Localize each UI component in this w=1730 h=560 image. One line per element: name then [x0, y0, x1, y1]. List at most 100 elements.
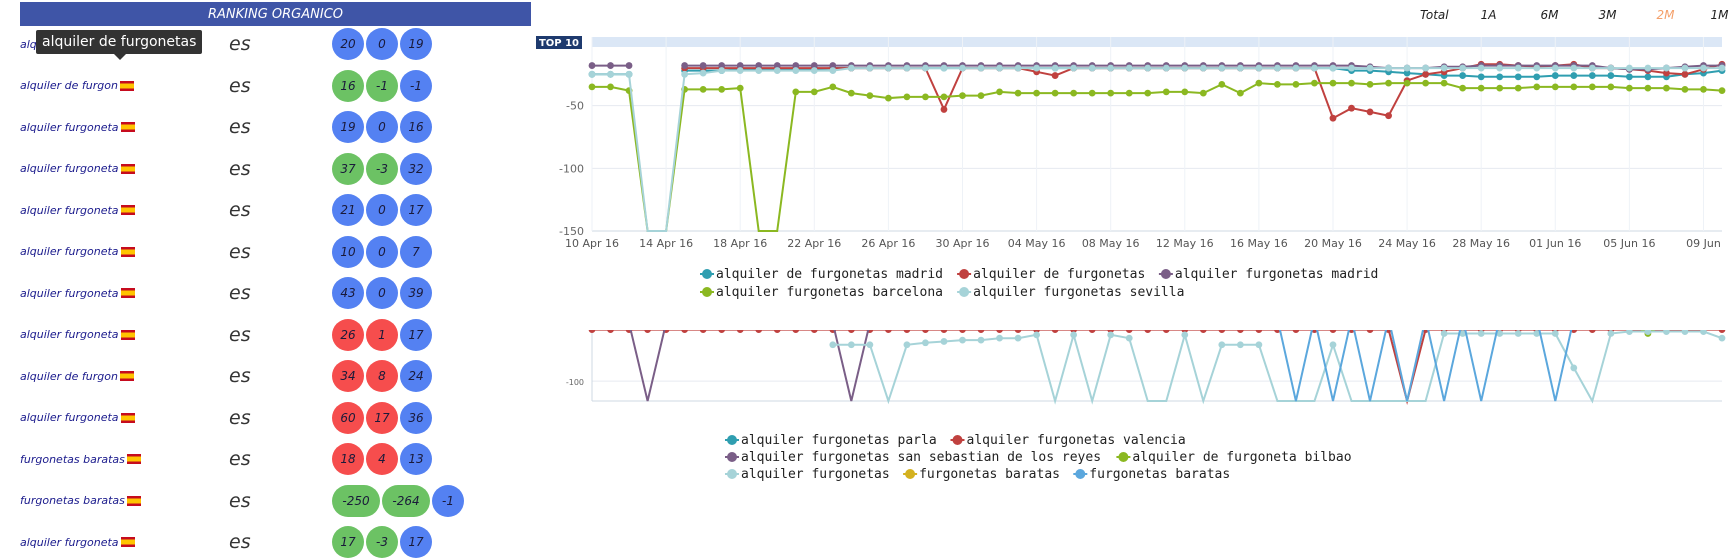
- range-option-1m[interactable]: 1M: [1710, 8, 1729, 22]
- data-point: [1625, 73, 1633, 81]
- data-point: [1718, 330, 1726, 333]
- keyword-label[interactable]: alquiler furgoneta: [20, 524, 135, 560]
- data-point: [736, 62, 744, 69]
- data-point: [1033, 64, 1040, 72]
- legend-swatch: [727, 469, 737, 479]
- data-point: [940, 330, 948, 333]
- data-point: [1403, 69, 1411, 77]
- data-point: [1496, 73, 1504, 81]
- ranking-row[interactable]: alquiler furgoneta es 19 0 16: [0, 109, 530, 145]
- data-point: [1477, 84, 1485, 92]
- ranking-row[interactable]: alquiler furgoneta es 17 -3 17: [0, 524, 530, 560]
- range-option-3m[interactable]: 3M: [1598, 8, 1617, 22]
- language-code: es: [229, 240, 251, 263]
- data-point: [773, 330, 781, 333]
- keyword-label[interactable]: alquiler furgoneta: [20, 400, 135, 436]
- best-position-badge: 19: [400, 28, 432, 60]
- ranking-row[interactable]: alquiler furgoneta es 43 0 39: [0, 275, 530, 311]
- legend-swatch: [905, 469, 916, 479]
- range-option-2m[interactable]: 2M: [1656, 8, 1675, 22]
- best-position-badge: 7: [400, 235, 432, 268]
- data-point: [1274, 64, 1281, 72]
- data-point: [1570, 330, 1578, 333]
- ranking-row[interactable]: alquiler furgoneta es 26 1 17: [0, 317, 530, 353]
- position-badges: 21 0 17: [332, 194, 432, 226]
- range-option-total[interactable]: Total: [1420, 8, 1449, 22]
- keyword-text: alquiler furgoneta: [20, 286, 119, 300]
- position-badge: 26: [332, 318, 364, 351]
- ranking-row[interactable]: furgonetas baratas es 18 4 13: [0, 441, 530, 477]
- ranking-row[interactable]: furgonetas baratas es -250 -264 -1: [0, 483, 530, 519]
- ranking-row[interactable]: alquiler de furgon es 34 8 24: [0, 358, 530, 394]
- range-option-1a[interactable]: 1A: [1480, 8, 1497, 22]
- keyword-label[interactable]: alq: [20, 26, 37, 62]
- y-tick-label: -100: [566, 378, 584, 387]
- ranking-row[interactable]: alq es 20 0 19: [0, 26, 530, 62]
- data-point: [1255, 64, 1263, 72]
- data-point: [1181, 331, 1189, 339]
- position-badges: 20 0 19: [332, 28, 432, 60]
- language-code: es: [229, 531, 251, 553]
- data-point: [1551, 83, 1559, 91]
- keyword-label[interactable]: alquiler furgoneta: [20, 151, 135, 187]
- keyword-label[interactable]: furgonetas baratas: [20, 483, 141, 519]
- keyword-label[interactable]: alquiler furgoneta: [20, 192, 135, 228]
- best-position-badge: 17: [400, 194, 432, 226]
- data-point: [1107, 89, 1115, 97]
- data-point: [792, 330, 800, 333]
- legend-swatch: [959, 269, 970, 279]
- change-badge: 0: [366, 111, 398, 143]
- data-point: [810, 88, 818, 96]
- data-point: [699, 85, 707, 93]
- range-option-6m[interactable]: 6M: [1540, 8, 1559, 22]
- data-point: [1051, 72, 1059, 79]
- ranking-row[interactable]: alquiler furgoneta es 21 0 17: [0, 192, 530, 228]
- data-point: [959, 64, 966, 72]
- data-point: [1329, 330, 1337, 333]
- best-position-badge: 16: [400, 111, 432, 143]
- data-point: [644, 330, 651, 333]
- language-code: es: [229, 323, 251, 346]
- keyword-label[interactable]: alquiler de furgon: [20, 358, 134, 394]
- keyword-text: alquiler furgoneta: [20, 120, 119, 134]
- data-point: [792, 62, 800, 69]
- x-tick-label: 20 May 16: [1304, 237, 1362, 250]
- keyword-label[interactable]: alquiler de furgon: [20, 68, 134, 104]
- data-point: [755, 67, 763, 74]
- language-code: es: [229, 199, 251, 221]
- data-point: [1570, 83, 1578, 91]
- data-point: [607, 330, 614, 333]
- ranking-row[interactable]: alquiler furgoneta es 10 0 7: [0, 234, 530, 270]
- data-point: [736, 330, 744, 333]
- data-point: [1329, 114, 1337, 122]
- top10-band: [592, 37, 1722, 47]
- data-point: [866, 64, 874, 72]
- keyword-label[interactable]: alquiler furgoneta: [20, 317, 135, 353]
- spain-flag-icon: [126, 454, 141, 464]
- x-tick-label: 14 Apr 16: [639, 237, 693, 250]
- data-point: [1033, 331, 1040, 339]
- x-tick-label: 24 May 16: [1378, 237, 1436, 250]
- data-point: [1588, 64, 1596, 72]
- keyword-text: alquiler furgoneta: [20, 328, 119, 341]
- position-badges: 18 4 13: [332, 443, 432, 475]
- ranking-row[interactable]: alquiler furgoneta es 60 17 36: [0, 400, 530, 436]
- data-point: [922, 339, 929, 347]
- ranking-row[interactable]: alquiler de furgon es 16 -1 -1: [0, 68, 530, 104]
- position-badge: 60: [332, 401, 364, 434]
- keyword-label[interactable]: alquiler furgoneta: [20, 275, 135, 311]
- keyword-label[interactable]: alquiler furgoneta: [20, 109, 135, 145]
- data-point: [829, 62, 837, 69]
- keyword-label[interactable]: alquiler furgoneta: [20, 234, 135, 270]
- data-point: [718, 67, 726, 74]
- ranking-title: RANKING ORGANICO: [20, 2, 531, 26]
- data-point: [996, 330, 1003, 333]
- data-point: [1088, 330, 1096, 333]
- ranking-row[interactable]: alquiler furgoneta es 37 -3 32: [0, 151, 530, 187]
- legend-swatch: [727, 452, 737, 462]
- keyword-label[interactable]: furgonetas baratas: [20, 441, 141, 477]
- data-point: [1496, 330, 1504, 337]
- position-badges: 34 8 24: [332, 360, 432, 392]
- data-point: [1477, 64, 1485, 72]
